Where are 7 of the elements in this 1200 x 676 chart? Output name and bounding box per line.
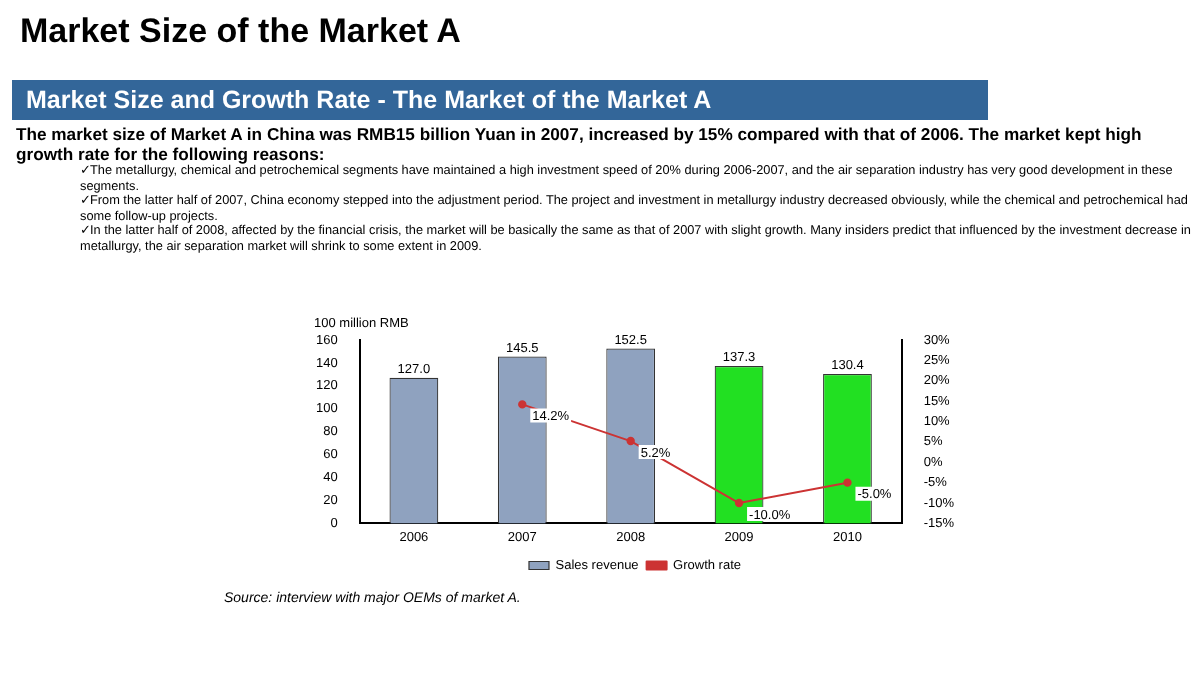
text: The market size of Market A in China was RMB15 billion Yuan in 2007, increased by 15% compared with that of 2006. The market kept high growth rate for the following reasons: xyxy=(16,124,1144,164)
point xyxy=(843,478,852,487)
chart-subtitle: Market Size and Growth Rate - The Market of the Market A xyxy=(12,80,988,120)
point xyxy=(518,400,527,409)
point xyxy=(734,498,744,508)
chart-title: Market Size of the Market A xyxy=(20,12,461,52)
point xyxy=(626,436,635,446)
